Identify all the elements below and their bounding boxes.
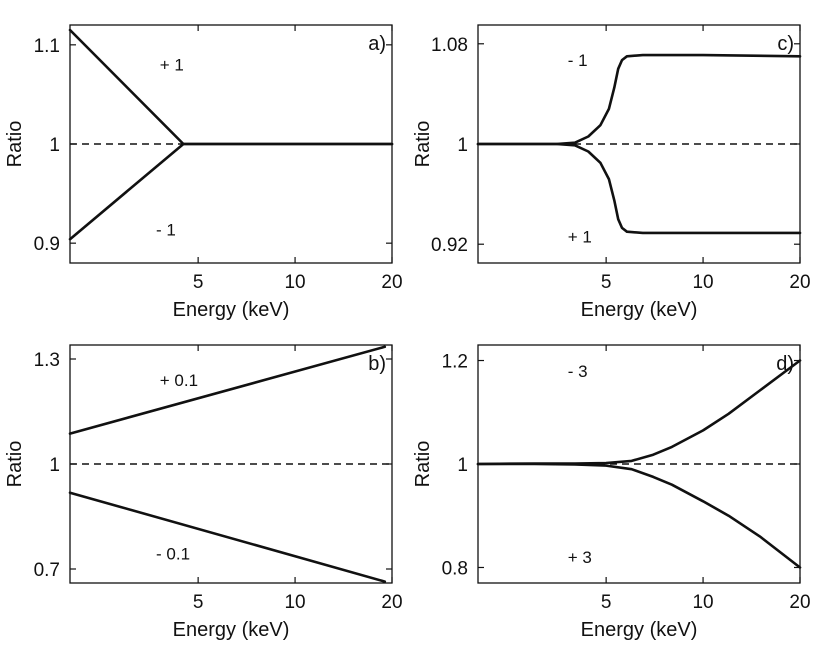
x-tick-label: 20 [789, 272, 810, 293]
y-axis-title: Ratio [412, 121, 434, 168]
series-annotation: + 1 [160, 56, 184, 75]
y-tick-label: 0.92 [431, 235, 468, 256]
y-axis-title: Ratio [412, 441, 434, 488]
y-tick-label: 1 [457, 455, 468, 476]
y-tick-label: 1.08 [431, 35, 468, 56]
y-axis-title: Ratio [4, 441, 26, 488]
y-tick-label: 0.8 [442, 558, 468, 579]
x-tick-label: 10 [284, 272, 305, 293]
panel-label: c) [777, 33, 794, 55]
x-tick-label: 10 [692, 592, 713, 613]
x-axis-title: Energy (keV) [173, 299, 290, 321]
series-annotation: + 3 [568, 548, 592, 567]
series-annotation: - 0.1 [156, 544, 190, 563]
series-line-2 [68, 491, 387, 583]
y-tick-label: 1 [49, 135, 60, 156]
y-tick-label: 1.2 [442, 352, 468, 373]
series-line-2 [476, 462, 802, 569]
y-axis-title: Ratio [4, 121, 26, 168]
x-tick-label: 5 [601, 272, 612, 293]
y-tick-label: 1 [49, 455, 60, 476]
series-line-1 [68, 345, 387, 435]
x-axis-title: Energy (keV) [581, 299, 698, 321]
series-annotation: + 0.1 [160, 371, 198, 390]
panel-c: 5 10 20 0.92 1 1.08 - 1 + 1 c) Energy (keV) Ratio [412, 24, 811, 321]
series-line-1 [476, 359, 802, 466]
x-tick-label: 5 [601, 592, 612, 613]
series-line-2 [476, 142, 802, 235]
x-tick-label: 20 [381, 272, 402, 293]
x-tick-label: 5 [193, 592, 204, 613]
y-tick-label: 1.1 [34, 36, 60, 57]
x-tick-label: 10 [284, 592, 305, 613]
x-axis-title: Energy (keV) [173, 619, 290, 641]
series-line-1 [68, 28, 394, 146]
x-tick-label: 20 [381, 592, 402, 613]
panel-b: 5 10 20 0.7 1 1.3 + 0.1 - 0.1 b) Energy (keV) Rati… [4, 344, 403, 641]
series-line-2 [68, 142, 394, 241]
series-annotation: - 1 [156, 220, 176, 239]
panel-d: 5 10 20 0.8 1 1.2 - 3 + 3 d) Energy (keV) Ratio [412, 344, 811, 641]
panel-label: b) [368, 353, 386, 375]
y-tick-label: 1.3 [34, 350, 60, 371]
panel-label: d) [776, 353, 794, 375]
y-tick-label: 0.7 [34, 560, 60, 581]
x-tick-label: 5 [193, 272, 204, 293]
y-tick-label: 1 [457, 135, 468, 156]
series-line-1 [476, 53, 802, 146]
series-annotation: + 1 [568, 228, 592, 247]
y-tick-label: 0.9 [34, 234, 60, 255]
series-annotation: - 1 [568, 51, 588, 70]
panel-label: a) [368, 33, 386, 55]
panel-a: 5 10 20 0.9 1 1.1 + 1 - 1 a) Energy (keV) Ratio [4, 24, 403, 321]
x-tick-label: 10 [692, 272, 713, 293]
x-tick-label: 20 [789, 592, 810, 613]
x-axis-title: Energy (keV) [581, 619, 698, 641]
series-annotation: - 3 [568, 362, 588, 381]
